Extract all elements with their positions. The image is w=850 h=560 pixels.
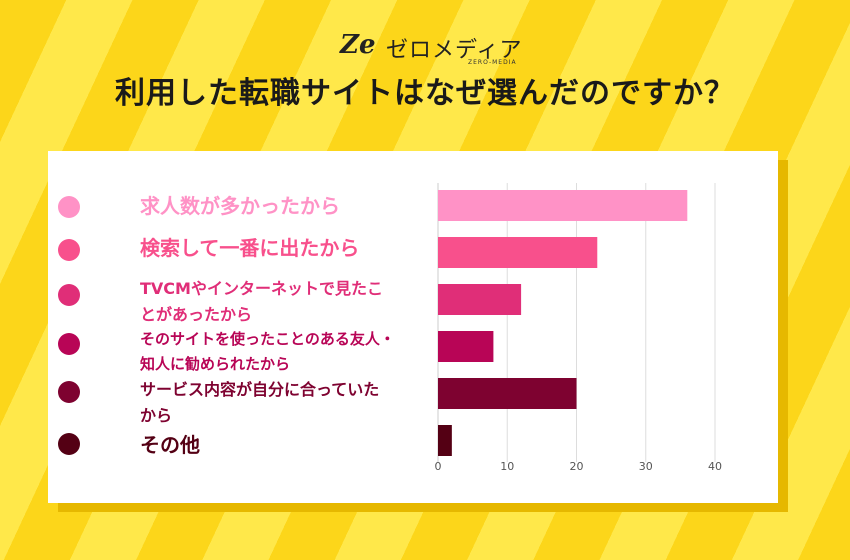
zero-media-logo: Ze ゼロメディア ZERO-MEDIA (340, 28, 530, 72)
legend-label: そのサイトを使ったことのある友人・ (140, 330, 395, 348)
logo-subtext: ZERO-MEDIA (468, 59, 517, 66)
logo-mark: Ze (340, 30, 376, 60)
legend-dot (58, 381, 80, 403)
bar-6 (438, 425, 452, 456)
page-title: 利用した転職サイトはなぜ選んだのですか？ (115, 76, 735, 111)
x-tick-label: 30 (639, 460, 653, 473)
legend-label: から (140, 406, 173, 425)
legend-label: 知人に勧められたから (140, 355, 291, 373)
bar-1 (438, 190, 688, 221)
legend-dot (58, 196, 80, 218)
bar-2 (438, 237, 598, 268)
legend-label: 検索して一番に出たから (140, 236, 360, 260)
legend-dot (58, 239, 80, 261)
logo-text: ゼロメディア (386, 38, 523, 63)
legend-label: その他 (140, 433, 200, 457)
legend-dot (58, 433, 80, 455)
legend-label: サービス内容が自分に合っていた (140, 380, 380, 399)
bar-4 (438, 331, 494, 362)
legend-label: とがあったから (140, 305, 253, 324)
x-tick-label: 40 (708, 460, 722, 473)
x-tick-label: 0 (435, 460, 442, 473)
x-tick-label: 10 (500, 460, 514, 473)
bar-5 (438, 378, 577, 409)
legend-dot (58, 333, 80, 355)
legend-dot (58, 284, 80, 306)
legend-label: TVCMやインターネットで見たこ (140, 279, 383, 298)
bar-3 (438, 284, 522, 315)
x-tick-label: 20 (570, 460, 584, 473)
legend-label: 求人数が多かったから (140, 194, 340, 218)
